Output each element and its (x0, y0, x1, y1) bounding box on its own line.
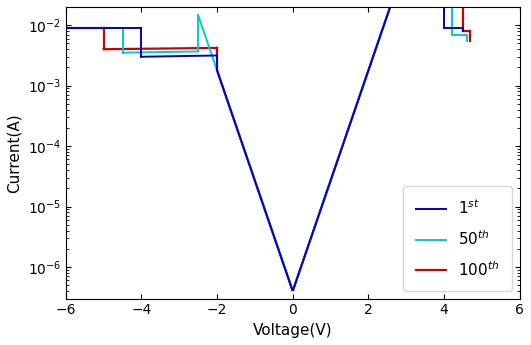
$50^{th}$ (464, 39, 470, 43)
Y-axis label: Current(A): Current(A) (7, 113, 22, 193)
$1^{st}$ (460, 29, 466, 33)
X-axis label: Voltage(V): Voltage(V) (253, 323, 332, 338)
Legend: $1^{st}$, $50^{th}$, $100^{th}$: $1^{st}$, $50^{th}$, $100^{th}$ (403, 186, 512, 291)
$1^{st}$ (460, 26, 466, 30)
$100^{th}$ (467, 39, 474, 43)
$50^{th}$ (464, 32, 470, 37)
$100^{th}$ (467, 29, 474, 33)
